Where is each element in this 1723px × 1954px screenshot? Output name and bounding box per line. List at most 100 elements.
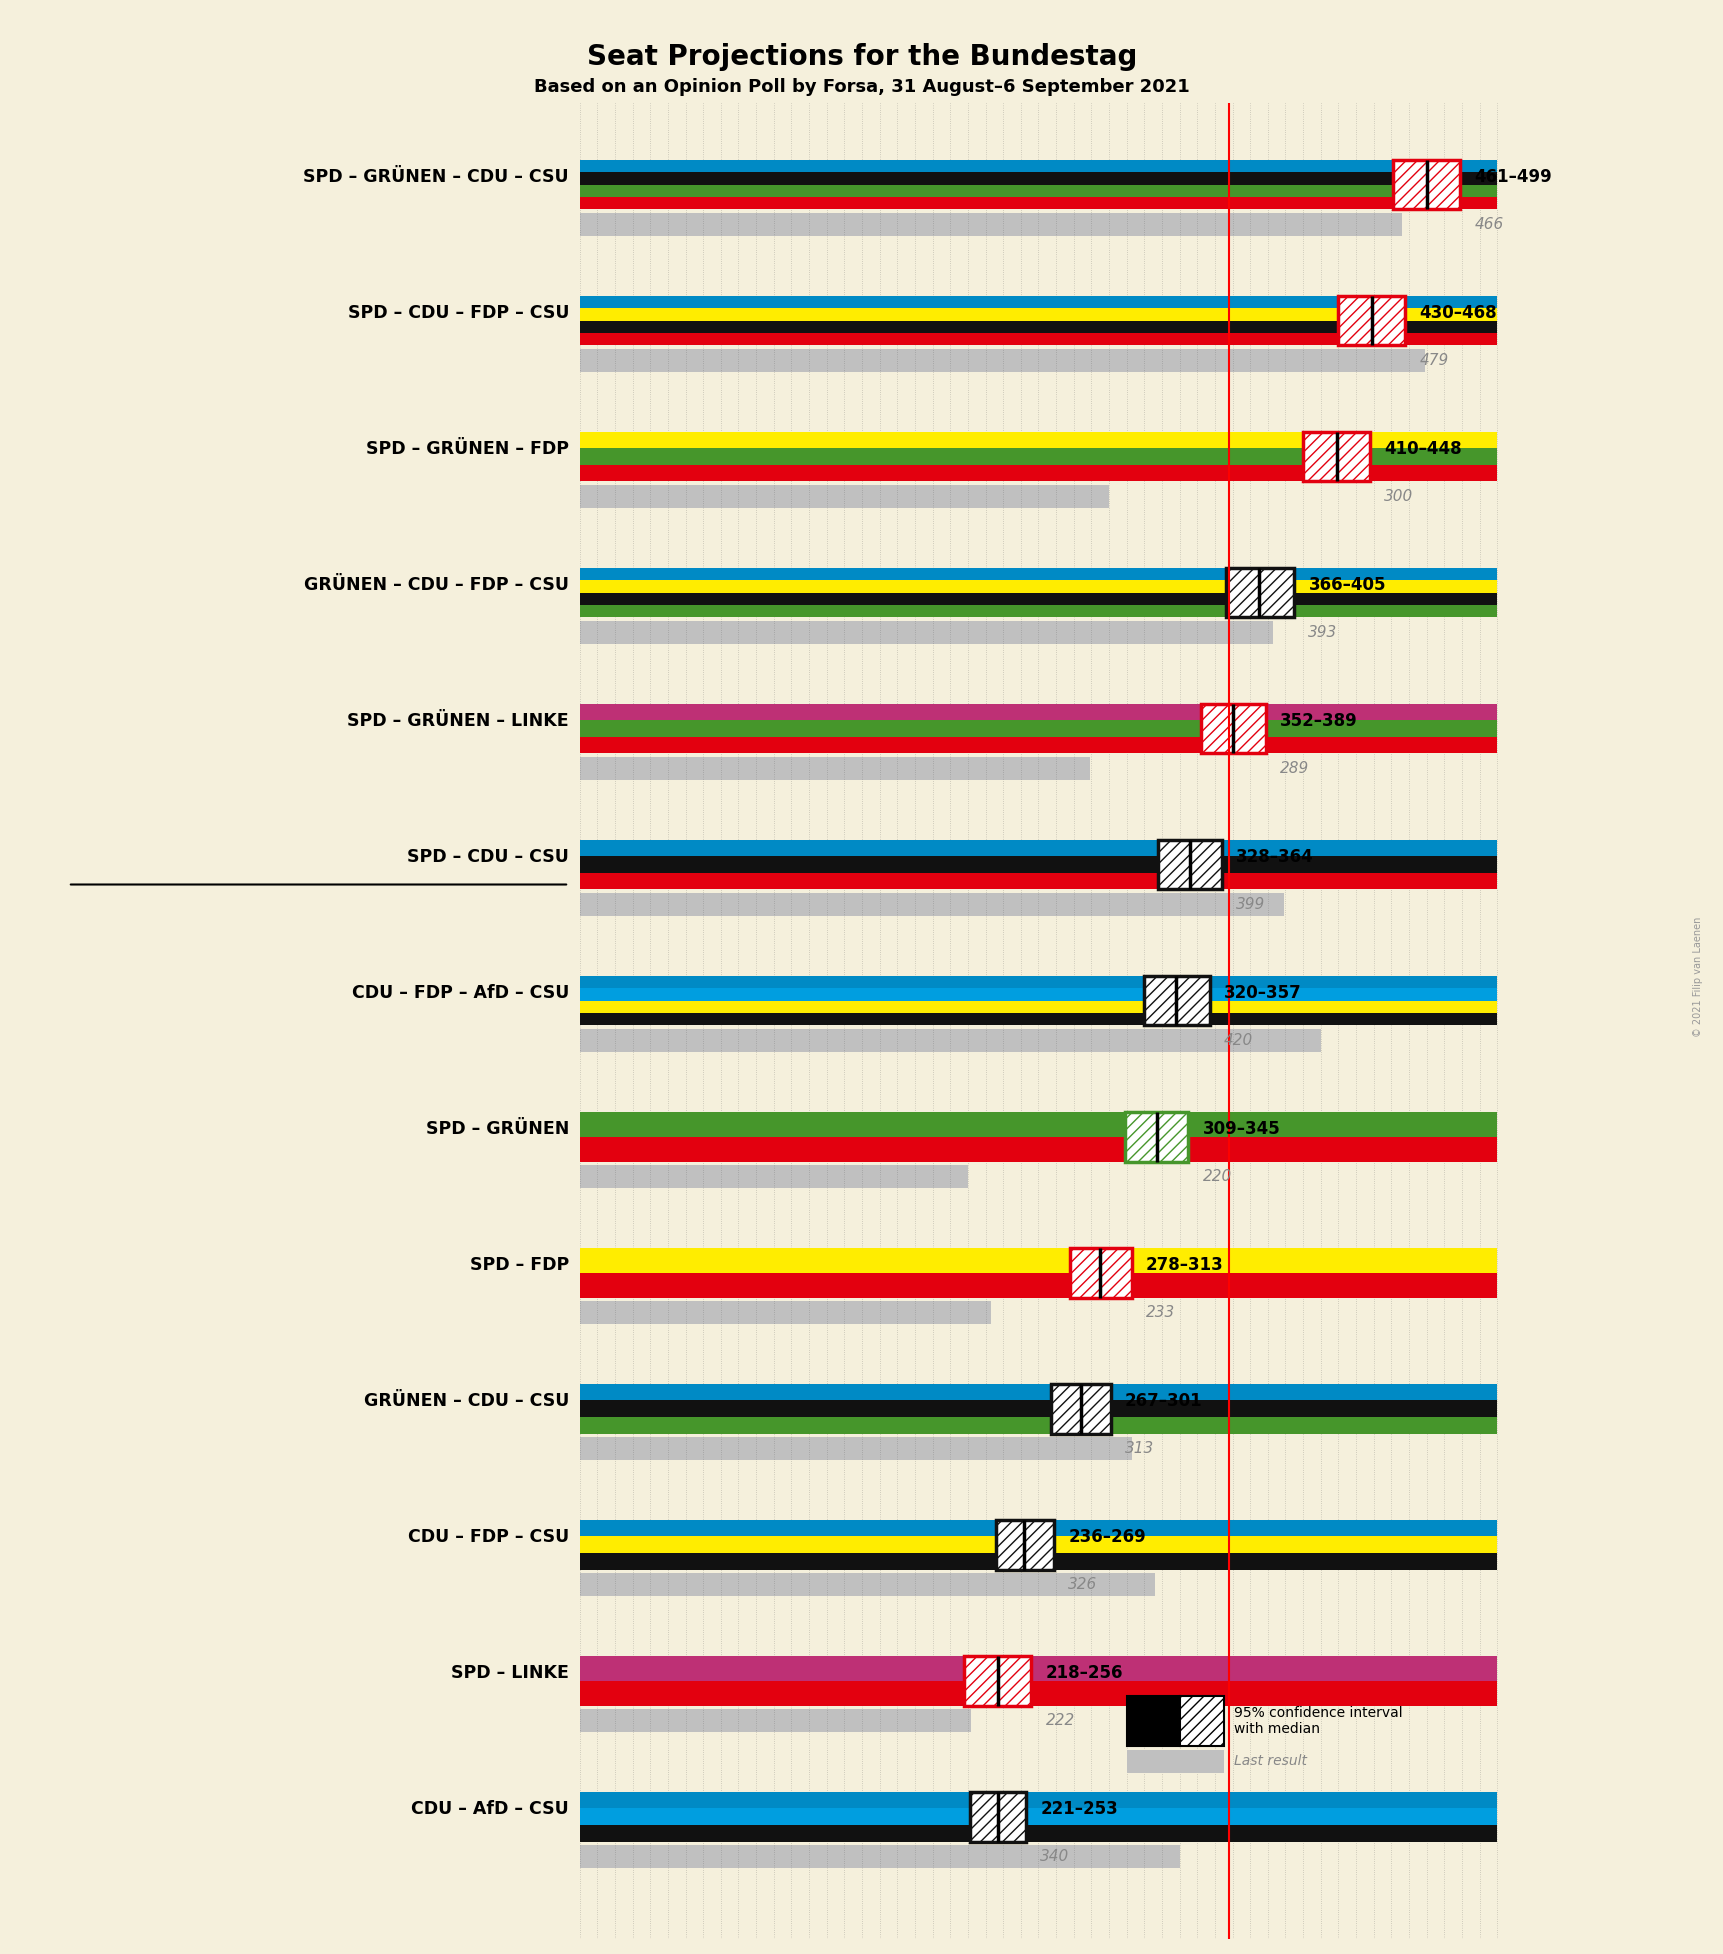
Bar — [579, 1301, 991, 1323]
Bar — [1201, 703, 1265, 754]
Text: 267–301: 267–301 — [1125, 1393, 1203, 1411]
Bar — [1225, 567, 1294, 617]
Bar — [579, 1553, 1496, 1569]
Bar — [579, 1792, 1496, 1807]
Text: SPD – GRÜNEN: SPD – GRÜNEN — [426, 1120, 569, 1139]
Text: 233: 233 — [1146, 1305, 1175, 1321]
Bar — [579, 1680, 1496, 1706]
Bar — [579, 621, 1272, 643]
Bar — [579, 893, 1284, 916]
Text: 393: 393 — [1308, 625, 1337, 641]
Bar — [579, 756, 1089, 780]
Text: CDU – AfD – CSU: CDU – AfD – CSU — [412, 1800, 569, 1819]
Bar — [579, 1845, 1179, 1868]
Bar — [579, 856, 1496, 873]
Text: SPD – LINKE: SPD – LINKE — [451, 1665, 569, 1682]
Bar — [579, 840, 1496, 856]
Bar — [579, 332, 1496, 346]
Text: SPD – GRÜNEN – FDP: SPD – GRÜNEN – FDP — [365, 440, 569, 459]
Text: CDU – FDP – AfD – CSU: CDU – FDP – AfD – CSU — [351, 985, 569, 1002]
Bar — [1125, 1112, 1187, 1161]
Bar — [579, 1249, 1496, 1272]
Bar — [1392, 160, 1459, 209]
Bar — [579, 320, 1496, 332]
Bar — [579, 606, 1496, 617]
Bar — [579, 703, 1496, 721]
Bar — [579, 213, 1401, 236]
Bar — [1127, 1696, 1179, 1747]
Text: SPD – FDP: SPD – FDP — [470, 1256, 569, 1274]
Bar — [579, 1536, 1496, 1553]
Text: 320–357: 320–357 — [1223, 985, 1301, 1002]
Bar — [1179, 1696, 1223, 1747]
Bar — [579, 873, 1496, 889]
Bar — [579, 350, 1425, 371]
Text: 278–313: 278–313 — [1146, 1256, 1223, 1274]
Text: 461–499: 461–499 — [1473, 168, 1551, 186]
Bar — [963, 1655, 1030, 1706]
Bar — [1127, 1751, 1223, 1772]
Bar — [579, 447, 1496, 465]
Bar — [579, 1417, 1496, 1434]
Text: 300: 300 — [1384, 488, 1413, 504]
Bar — [579, 1272, 1496, 1297]
Text: SPD – CDU – FDP – CSU: SPD – CDU – FDP – CSU — [348, 305, 569, 322]
Bar — [579, 485, 1108, 508]
Bar — [579, 1137, 1496, 1161]
Text: 366–405: 366–405 — [1308, 576, 1385, 594]
Bar — [1337, 295, 1404, 346]
Text: 466: 466 — [1473, 217, 1502, 233]
Bar — [579, 1520, 1496, 1536]
Bar — [1070, 1249, 1132, 1297]
Bar — [579, 567, 1496, 580]
Text: 222: 222 — [1044, 1714, 1073, 1727]
Text: 236–269: 236–269 — [1068, 1528, 1146, 1546]
Bar — [579, 295, 1496, 309]
Text: SPD – GRÜNEN – LINKE: SPD – GRÜNEN – LINKE — [348, 713, 569, 731]
Bar — [579, 1710, 970, 1731]
Bar — [1144, 975, 1210, 1026]
Bar — [579, 1807, 1496, 1825]
Text: 328–364: 328–364 — [1235, 848, 1313, 866]
Text: 430–468: 430–468 — [1418, 305, 1496, 322]
Bar — [1303, 432, 1370, 481]
Bar — [579, 184, 1496, 197]
Bar — [579, 1825, 1496, 1841]
Bar — [579, 172, 1496, 184]
Text: 220: 220 — [1203, 1168, 1232, 1184]
Text: 221–253: 221–253 — [1039, 1800, 1117, 1819]
Bar — [996, 1520, 1054, 1569]
Text: 340: 340 — [1039, 1848, 1068, 1864]
Text: 313: 313 — [1125, 1440, 1153, 1456]
Bar — [579, 309, 1496, 320]
Bar — [579, 1436, 1132, 1460]
Text: SPD – CDU – CSU: SPD – CDU – CSU — [407, 848, 569, 866]
Bar — [579, 1030, 1320, 1051]
Text: © 2021 Filip van Laenen: © 2021 Filip van Laenen — [1692, 916, 1702, 1038]
Bar — [579, 975, 1496, 989]
Bar — [579, 580, 1496, 592]
Text: 479: 479 — [1418, 354, 1447, 367]
Bar — [579, 1000, 1496, 1012]
Bar — [579, 1573, 1154, 1596]
Text: SPD – GRÜNEN – CDU – CSU: SPD – GRÜNEN – CDU – CSU — [303, 168, 569, 186]
Text: CDU – FDP – CSU: CDU – FDP – CSU — [408, 1528, 569, 1546]
Text: 352–389: 352–389 — [1280, 713, 1358, 731]
Bar — [579, 1655, 1496, 1680]
Bar — [1051, 1383, 1110, 1434]
Bar — [579, 989, 1496, 1000]
Bar — [579, 197, 1496, 209]
Bar — [579, 592, 1496, 606]
Text: 309–345: 309–345 — [1203, 1120, 1280, 1139]
Bar — [579, 1401, 1496, 1417]
Bar — [579, 160, 1496, 172]
Bar — [579, 737, 1496, 754]
Bar — [579, 465, 1496, 481]
Bar — [579, 1012, 1496, 1026]
Text: 289: 289 — [1280, 760, 1309, 776]
Bar — [1158, 840, 1222, 889]
Text: 218–256: 218–256 — [1044, 1665, 1122, 1682]
Text: Last result: Last result — [1234, 1755, 1306, 1768]
Text: 326: 326 — [1068, 1577, 1098, 1593]
Bar — [579, 721, 1496, 737]
